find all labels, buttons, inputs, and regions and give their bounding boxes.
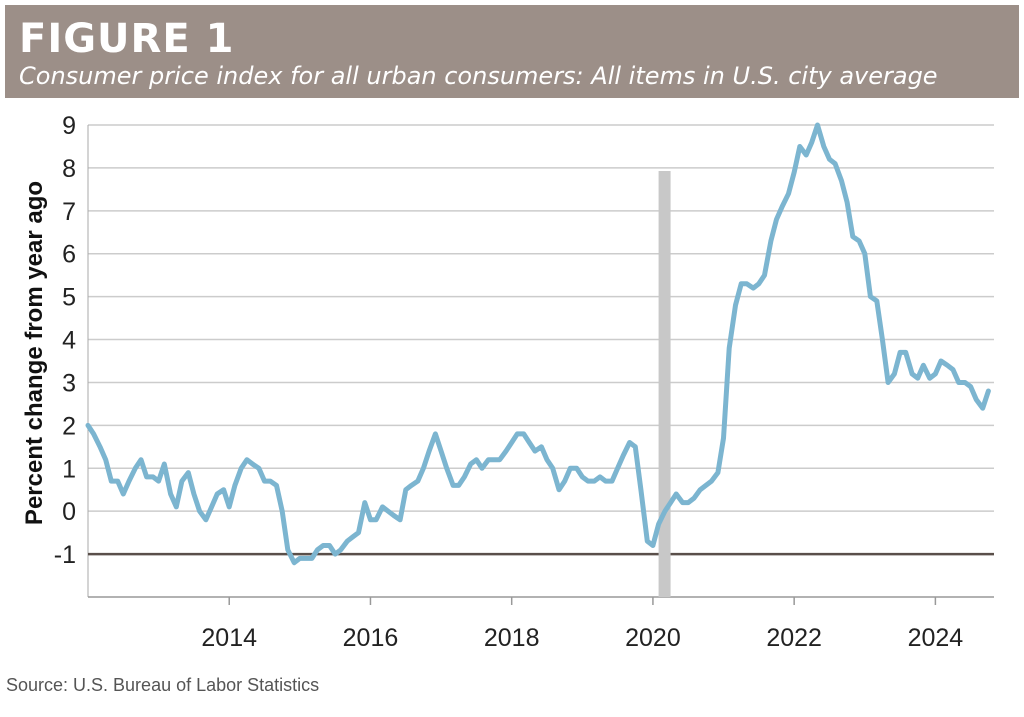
y-tick-label: 4	[62, 327, 76, 355]
y-tick-label: -1	[54, 541, 76, 569]
y-tick-label: 0	[62, 498, 76, 526]
y-axis-label: Percent change from year ago	[21, 181, 48, 525]
recession-band	[658, 171, 671, 597]
figure-label: FIGURE 1	[19, 16, 235, 62]
y-tick-label: 2	[62, 412, 76, 440]
y-tick-label: 6	[62, 241, 76, 269]
x-tick-label: 2024	[908, 624, 964, 652]
series-line-cpi	[85, 122, 991, 566]
recession-shading	[658, 171, 671, 597]
y-tick-label: 7	[62, 198, 76, 226]
figure-subtitle: Consumer price index for all urban consu…	[19, 62, 938, 90]
y-axis: -1 0 1 2 3 4 5 6 7 8 9	[54, 112, 76, 569]
y-tick-label: 1	[62, 455, 76, 483]
y-tick-label: 5	[62, 284, 76, 312]
x-tick-label: 2018	[484, 624, 540, 652]
x-axis: 2014 2016 2018 2020 2022 2024	[201, 597, 963, 652]
gridlines	[87, 124, 994, 598]
x-tick-label: 2022	[766, 624, 822, 652]
y-tick-label: 8	[62, 155, 76, 183]
x-tick-label: 2014	[201, 624, 257, 652]
source-note: Source: U.S. Bureau of Labor Statistics	[6, 675, 320, 695]
figure-banner: FIGURE 1 Consumer price index for all ur…	[5, 5, 1019, 98]
x-tick-label: 2016	[343, 624, 399, 652]
y-tick-label: 3	[62, 369, 76, 397]
series-group	[85, 122, 991, 566]
y-tick-label: 9	[62, 112, 76, 140]
x-tick-label: 2020	[625, 624, 681, 652]
